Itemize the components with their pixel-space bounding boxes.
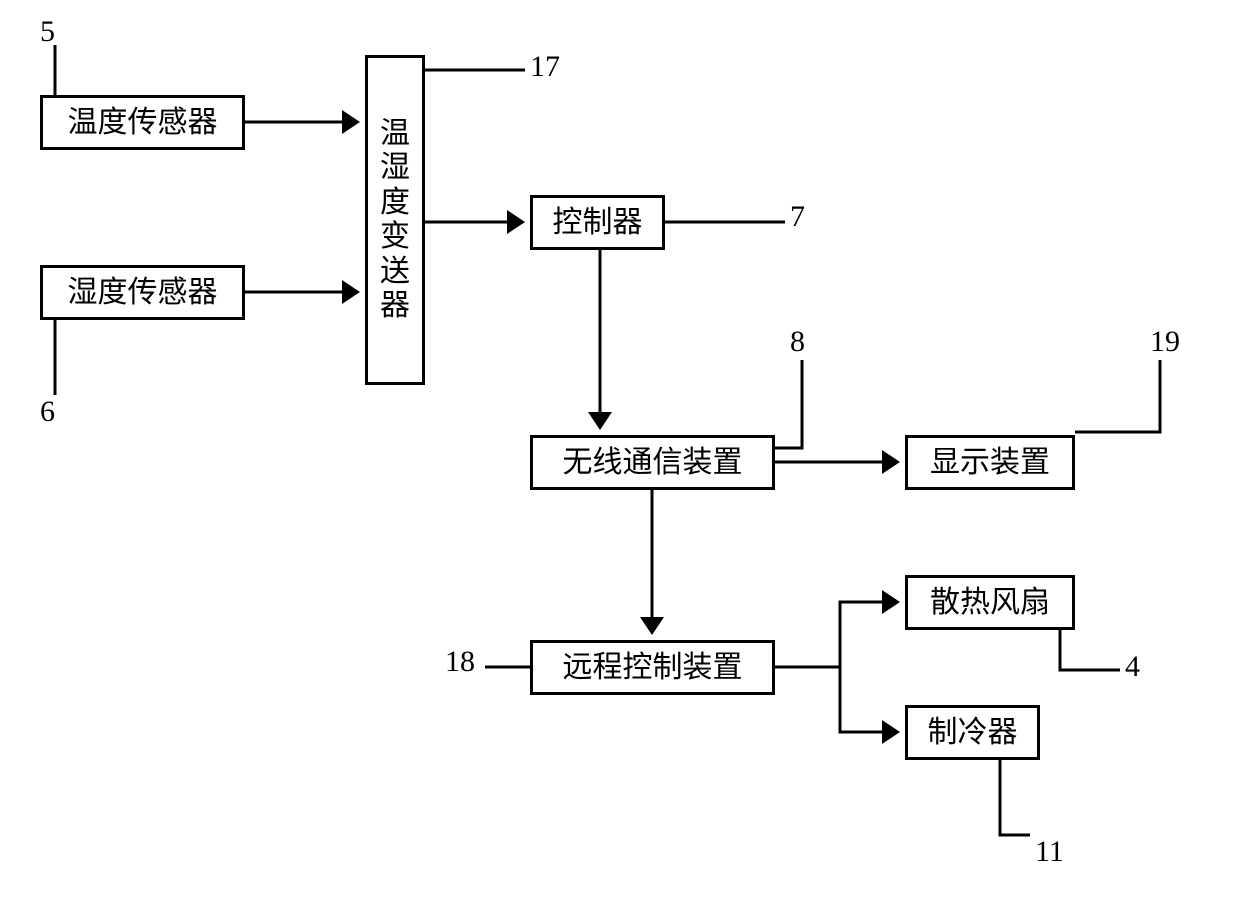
- ref-number: 11: [1035, 835, 1064, 869]
- ref-number: 4: [1125, 650, 1140, 684]
- node-fan: 散热风扇: [905, 575, 1075, 630]
- node-display: 显示装置: [905, 435, 1075, 490]
- node-remote: 远程控制装置: [530, 640, 775, 695]
- node-label: 无线通信装置: [563, 445, 743, 481]
- node-label-char: 温: [380, 117, 410, 152]
- node-label-char: 湿: [380, 151, 410, 186]
- node-humid-sensor: 湿度传感器: [40, 265, 245, 320]
- node-label-char: 度: [380, 186, 410, 221]
- node-label: 湿度传感器: [68, 275, 218, 311]
- node-transmitter: 温湿度变送器: [365, 55, 425, 385]
- node-wireless: 无线通信装置: [530, 435, 775, 490]
- ref-number: 17: [530, 50, 560, 84]
- ref-number: 7: [790, 200, 805, 234]
- ref-number: 18: [445, 645, 475, 679]
- diagram-canvas: 温度传感器 湿度传感器 温湿度变送器 控制器 无线通信装置 显示装置 远程控制装…: [0, 0, 1240, 910]
- node-cooler: 制冷器: [905, 705, 1040, 760]
- node-label: 制冷器: [928, 715, 1018, 751]
- node-label: 温度传感器: [68, 105, 218, 141]
- ref-number: 19: [1150, 325, 1180, 359]
- node-label: 显示装置: [930, 445, 1050, 481]
- ref-number: 5: [40, 15, 55, 49]
- ref-number: 6: [40, 395, 55, 429]
- node-label-char: 变: [380, 220, 410, 255]
- node-controller: 控制器: [530, 195, 665, 250]
- node-label: 散热风扇: [930, 585, 1050, 621]
- node-label-char: 送: [380, 255, 410, 290]
- node-label: 控制器: [553, 205, 643, 241]
- node-label: 远程控制装置: [563, 650, 743, 686]
- node-label-char: 器: [380, 289, 410, 324]
- ref-number: 8: [790, 325, 805, 359]
- node-temp-sensor: 温度传感器: [40, 95, 245, 150]
